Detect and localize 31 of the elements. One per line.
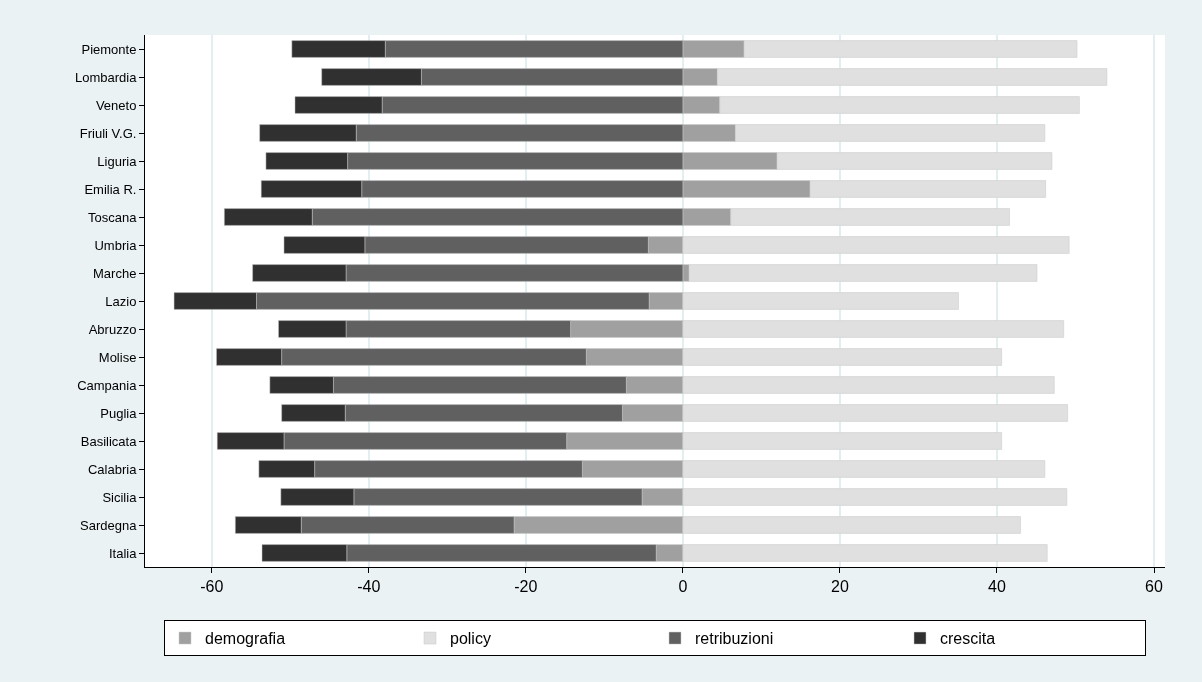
x-tick-label: -20 [514,578,538,596]
legend-label: demografia [205,630,286,648]
x-tick-label: -60 [200,578,224,596]
y-tick-label: Italia [108,545,138,561]
y-tick-label: Emilia R. [84,181,137,197]
y-tick-label: Abruzzo [88,321,137,337]
y-tick-label: Friuli V.G. [79,125,137,141]
x-tick-label: -40 [357,578,381,596]
y-tick-label: Lombardia [74,69,138,85]
y-tick-label: Veneto [95,97,137,113]
y-tick-label: Umbria [94,237,138,253]
legend-label: policy [450,630,491,648]
x-tick-label: 20 [831,578,849,596]
y-tick-label: Campania [77,377,138,393]
y-tick-label: Sardegna [80,517,138,533]
y-tick-label: Liguria [97,153,138,169]
y-tick-label: Lazio [105,293,137,309]
x-tick-label: 0 [678,578,688,596]
x-tick-label: 40 [988,578,1006,596]
y-tick-label: Toscana [87,209,138,225]
y-tick-label: Basilicata [80,433,138,449]
y-tick-label: Sicilia [102,489,138,505]
y-tick-label: Piemonte [81,41,137,57]
legend-label: crescita [940,630,996,648]
y-tick-label: Puglia [100,405,138,421]
y-tick-label: Molise [98,349,137,365]
y-tick-label: Marche [93,265,137,281]
y-tick-label: Calabria [87,461,138,477]
x-tick-label: 60 [1145,578,1164,596]
bar [688,264,1038,282]
legend-label: retribuzioni [695,630,774,648]
